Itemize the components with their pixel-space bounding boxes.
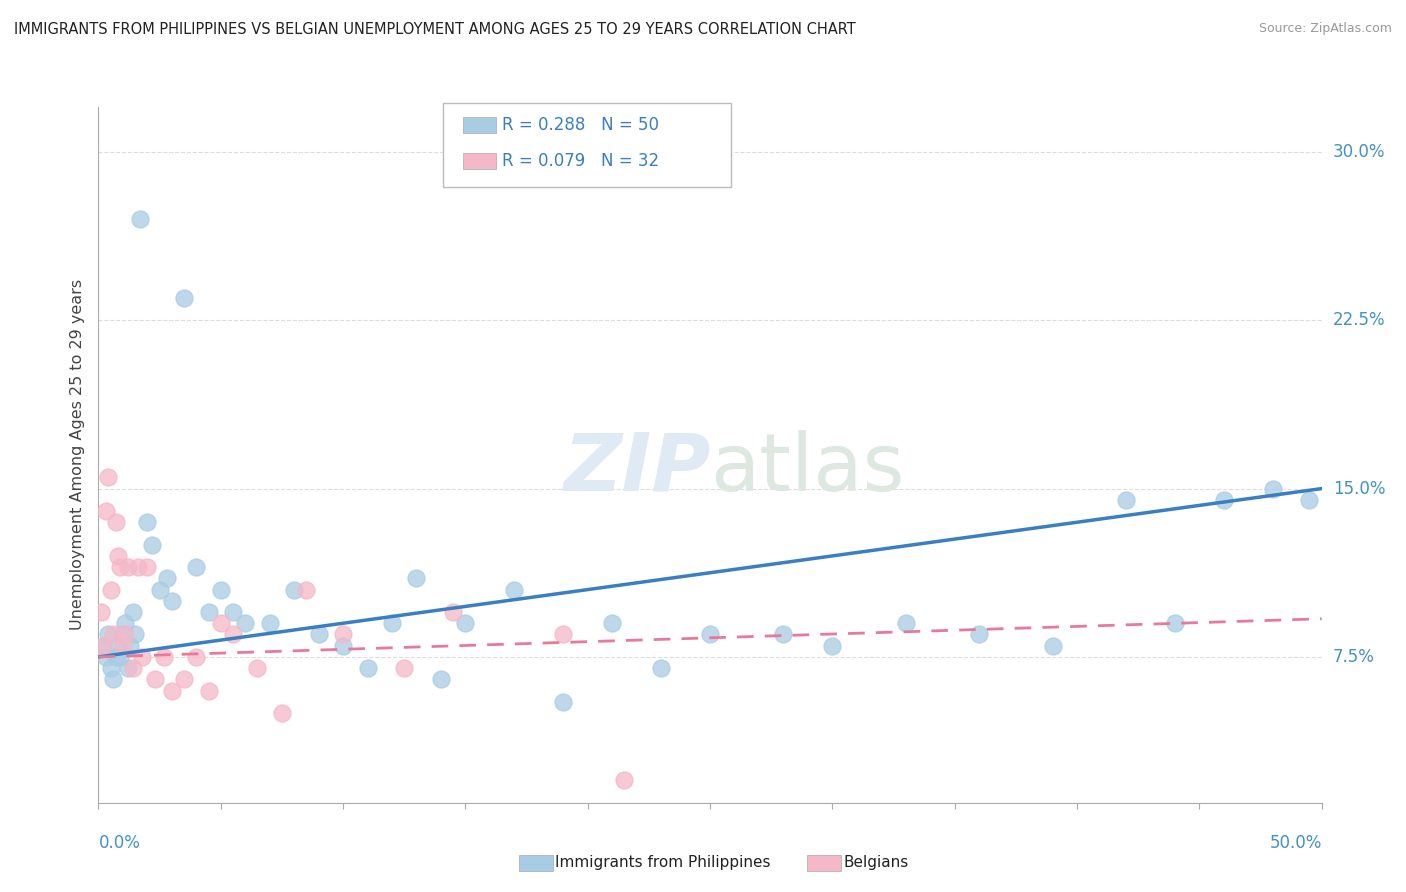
Point (613, 773, 636, 788)
Point (110, 560, 132, 574)
Text: Immigrants from Philippines: Immigrants from Philippines (555, 855, 770, 870)
Point (127, 560, 149, 574)
Point (222, 605, 245, 619)
Point (91, 639, 114, 653)
Point (1042, 639, 1064, 653)
Point (246, 661, 269, 675)
Point (222, 627, 245, 641)
Point (114, 616, 136, 631)
Point (156, 571, 179, 585)
Point (100, 582, 122, 597)
Point (553, 695, 575, 709)
Point (110, 649, 132, 664)
Text: atlas: atlas (710, 430, 904, 508)
Text: R = 0.079   N = 32: R = 0.079 N = 32 (502, 152, 659, 169)
Point (295, 582, 318, 597)
Point (772, 627, 794, 641)
Point (131, 649, 153, 664)
Point (94, 504, 117, 518)
Text: R = 0.288   N = 50: R = 0.288 N = 50 (502, 116, 659, 134)
Point (173, 673, 195, 687)
Point (111, 639, 134, 653)
Point (101, 627, 124, 641)
Point (97, 470, 120, 484)
Point (121, 605, 143, 619)
Point (114, 627, 136, 641)
Point (405, 571, 427, 585)
Point (356, 661, 378, 675)
Point (153, 649, 176, 664)
Point (332, 627, 354, 641)
Point (149, 582, 172, 597)
Point (117, 661, 139, 675)
Point (107, 549, 129, 563)
Point (141, 538, 163, 552)
Point (270, 706, 294, 720)
Point (1261, 482, 1284, 496)
Point (124, 627, 146, 641)
Point (392, 661, 416, 675)
Point (186, 649, 208, 664)
Point (173, 291, 195, 305)
Point (699, 627, 721, 641)
Point (101, 673, 124, 687)
Point (209, 616, 232, 631)
Point (967, 627, 990, 641)
Text: Source: ZipAtlas.com: Source: ZipAtlas.com (1258, 22, 1392, 36)
Point (100, 661, 122, 675)
Point (104, 649, 127, 664)
Y-axis label: Unemployment Among Ages 25 to 29 years: Unemployment Among Ages 25 to 29 years (70, 279, 86, 631)
Text: ZIP: ZIP (562, 430, 710, 508)
Point (381, 616, 404, 631)
Point (91, 639, 114, 653)
Point (104, 515, 127, 529)
Point (821, 639, 844, 653)
Text: 7.5%: 7.5% (1333, 648, 1375, 666)
Point (553, 627, 575, 641)
Point (441, 605, 464, 619)
Point (197, 683, 219, 698)
Point (160, 594, 183, 608)
Point (430, 673, 453, 687)
Point (259, 616, 281, 631)
Point (894, 616, 917, 631)
Point (107, 639, 129, 653)
Point (600, 616, 623, 631)
Text: 22.5%: 22.5% (1333, 311, 1385, 329)
Point (1298, 492, 1320, 507)
Point (1164, 616, 1187, 631)
Point (129, 212, 152, 227)
Point (1212, 492, 1234, 507)
Text: 15.0%: 15.0% (1333, 480, 1385, 498)
Text: 0.0%: 0.0% (98, 834, 141, 852)
Point (308, 627, 330, 641)
Point (209, 582, 232, 597)
Text: IMMIGRANTS FROM PHILIPPINES VS BELGIAN UNEMPLOYMENT AMONG AGES 25 TO 29 YEARS CO: IMMIGRANTS FROM PHILIPPINES VS BELGIAN U… (14, 22, 856, 37)
Point (136, 515, 159, 529)
Text: 50.0%: 50.0% (1270, 834, 1322, 852)
Point (97, 627, 120, 641)
Point (283, 582, 305, 597)
Point (111, 627, 134, 641)
Point (117, 560, 139, 574)
Point (121, 661, 143, 675)
Point (1115, 492, 1137, 507)
Point (454, 616, 477, 631)
Point (120, 639, 142, 653)
Point (233, 616, 256, 631)
Point (503, 582, 526, 597)
Point (186, 560, 208, 574)
Point (650, 661, 672, 675)
Point (94, 649, 117, 664)
Text: Belgians: Belgians (844, 855, 908, 870)
Point (143, 673, 166, 687)
Point (90, 605, 112, 619)
Point (197, 605, 219, 619)
Point (160, 683, 183, 698)
Point (136, 560, 159, 574)
Text: 30.0%: 30.0% (1333, 143, 1385, 161)
Point (332, 639, 354, 653)
